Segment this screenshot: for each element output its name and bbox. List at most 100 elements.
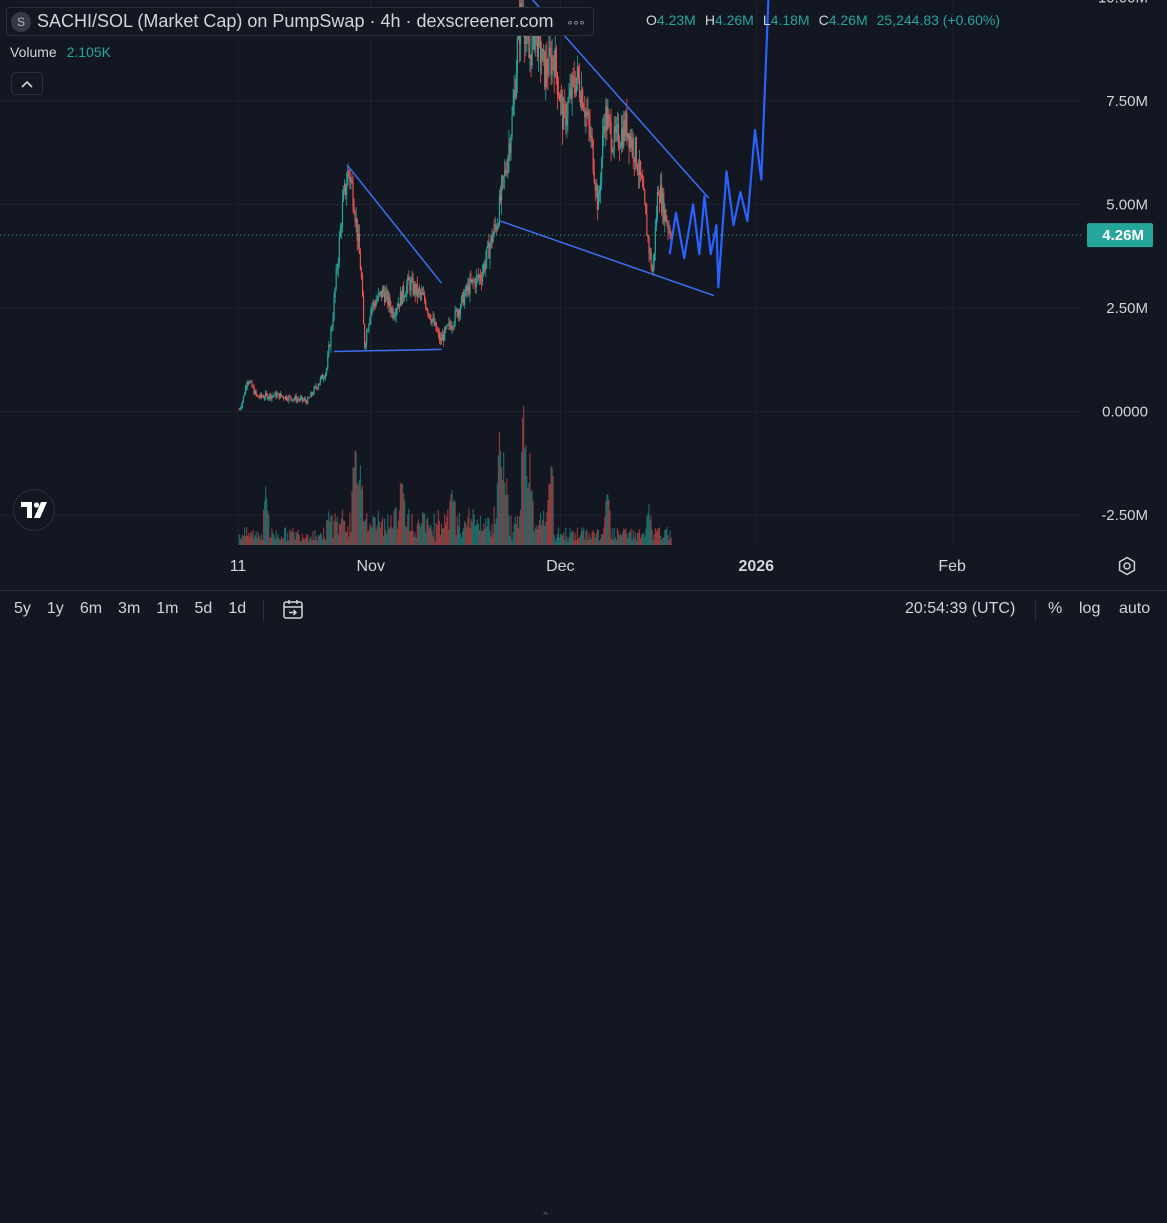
volume-bar [258,536,260,545]
calendar-goto-icon[interactable] [281,597,305,621]
volume-bar [248,532,250,545]
volume-bar [296,532,298,545]
more-dots-icon[interactable]: ◦◦◦ [567,13,586,30]
volume-bar [297,529,299,545]
candle-body [272,395,274,397]
volume-bar [654,528,656,545]
candle-body [491,235,493,243]
close-label: C [818,12,829,28]
volume-bar [573,540,575,545]
volume-bar [393,510,395,545]
range-3m-button[interactable]: 3m [118,600,141,617]
candle-body [584,111,586,118]
log-scale-button[interactable]: log [1079,600,1101,617]
range-6m-button[interactable]: 6m [79,600,103,617]
candle-body [461,292,464,297]
range-1d-button[interactable]: 1d [228,600,247,617]
volume-bar [261,539,264,545]
tradingview-logo[interactable] [13,489,55,531]
candle-body [637,172,640,175]
volume-bar [444,514,446,545]
range-5d-button[interactable]: 5d [194,600,213,617]
toolbar-divider-right [1035,599,1036,621]
volume-bar [641,535,643,545]
auto-scale-button[interactable]: auto [1119,600,1151,617]
candle-body [667,223,669,230]
candle-body [277,393,279,395]
volume-bar [398,510,400,545]
volume-bar [547,499,549,545]
candle-body [609,116,611,123]
candle-body [663,193,665,222]
candle-body [467,284,469,292]
volume-bar [556,533,558,545]
open-value: 4.23M [656,12,696,28]
low-label: L [762,12,771,28]
volume-bar [374,517,376,545]
candle-body [294,396,296,399]
volume-bar [391,527,393,545]
range-5y-button[interactable]: 5y [14,600,31,617]
volume-bar [396,528,398,545]
utc-clock[interactable]: 20:54:39 (UTC) [905,600,1016,617]
volume-bar [327,519,329,545]
candle-body [662,193,664,212]
candle-body [375,301,377,307]
candle-body [492,234,494,243]
volume-bar [239,537,241,545]
volume-bar [319,533,321,545]
volume-bar [599,538,602,545]
volume-bar [539,513,542,545]
candle-body [239,407,241,410]
candle-body [387,291,389,306]
volume-bar [278,538,280,545]
candle-body [588,112,590,125]
candle-body [478,275,481,278]
candle-body [470,278,472,282]
collapse-legend-button[interactable] [11,72,43,95]
trendline-wedge-bottom [500,220,715,297]
volume-bar [520,451,523,545]
volume-bar [516,515,518,545]
volume-bar [244,536,247,545]
candle-body [325,372,327,378]
candle-body [336,269,338,271]
chart-settings-button[interactable] [1116,555,1138,577]
candle-body [314,386,316,388]
symbol-header[interactable]: S SACHI/SOL (Market Cap) on PumpSwap · 4… [6,7,595,36]
volume-bar [601,534,603,545]
candle-body [275,392,277,398]
price-tick-label: 10.00M [1098,0,1148,7]
candle-body [476,275,478,277]
volume-bar [632,530,634,545]
volume-bar [427,517,429,545]
candle-body [556,72,558,95]
chevron-up-small-icon[interactable]: ⌃ [541,1211,551,1223]
low-value: 4.18M [770,12,810,28]
range-1m-button[interactable]: 1m [156,600,179,617]
trendline-triangle-top [346,164,443,284]
candle-body [460,296,463,307]
candle-body [465,286,467,295]
candle-body [459,306,462,315]
range-1y-button[interactable]: 1y [46,600,64,617]
volume-bar [408,508,410,545]
volume-bar [484,528,486,545]
volume-bar [552,476,554,545]
price-chart[interactable]: 17.50M15.00M12.50M10.00M7.50M5.00M2.50M0… [0,0,1167,590]
volume-bar [357,485,359,545]
volume-bar [267,510,269,545]
volume-bar [450,493,452,545]
candle-body [379,291,382,293]
volume-bar [611,528,613,545]
candle-body [298,399,300,401]
volume-bar [655,531,657,545]
volume-bar [625,528,627,545]
candle-body [359,253,361,270]
candle-body [654,226,656,253]
candle-body [309,397,311,398]
percent-scale-button[interactable]: % [1048,600,1063,617]
candle-body [516,38,518,74]
volume-bar [281,539,284,545]
time-tick-label: Dec [546,558,574,575]
